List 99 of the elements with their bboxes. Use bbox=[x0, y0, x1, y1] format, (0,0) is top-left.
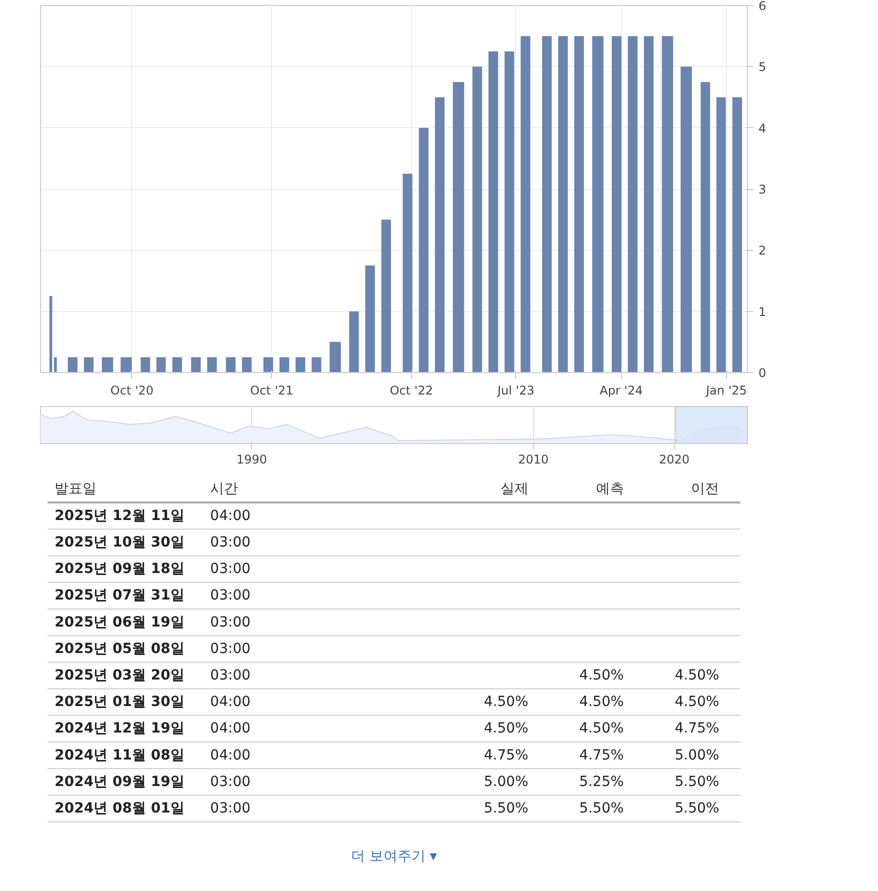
bar bbox=[732, 97, 742, 372]
text: 4.50% bbox=[484, 720, 528, 737]
bar bbox=[191, 357, 201, 372]
text: 4.50% bbox=[579, 694, 624, 710]
text: 2025년 01월 30일 bbox=[54, 694, 184, 710]
bar bbox=[263, 357, 274, 372]
text: 5.25% bbox=[579, 774, 624, 790]
text: 03:00 bbox=[210, 561, 251, 578]
bar bbox=[172, 357, 182, 372]
x-tick-label: Oct '20 bbox=[110, 384, 154, 398]
text: 5.00% bbox=[674, 747, 720, 764]
bar bbox=[644, 36, 654, 372]
text: 03:00 bbox=[210, 668, 251, 684]
text: 04:00 bbox=[210, 720, 251, 737]
x-tick-label: Oct '21 bbox=[250, 384, 294, 398]
x-tick-label: Oct '22 bbox=[390, 384, 433, 398]
bar bbox=[716, 97, 726, 372]
bar bbox=[574, 36, 584, 372]
x-tick-label: 2020 bbox=[658, 452, 690, 466]
bar bbox=[381, 220, 391, 372]
x-tick-label: 2010 bbox=[518, 452, 549, 466]
text: 4.75% bbox=[674, 720, 720, 737]
text: 03:00 bbox=[210, 800, 251, 817]
category-label: 시간 bbox=[210, 481, 238, 498]
bar bbox=[140, 357, 150, 372]
bar bbox=[612, 36, 622, 372]
text: 2024년 11월 08일 bbox=[54, 747, 184, 764]
bar bbox=[628, 36, 638, 372]
bar bbox=[700, 82, 710, 372]
text: 03:00 bbox=[210, 640, 251, 657]
y-tick-label: 5 bbox=[758, 60, 766, 74]
bar bbox=[84, 357, 94, 372]
text: 2025년 12월 11일 bbox=[54, 508, 184, 524]
text: 03:00 bbox=[210, 534, 251, 550]
bar bbox=[226, 357, 236, 372]
y-tick-label: 2 bbox=[758, 244, 766, 258]
bar bbox=[207, 357, 217, 372]
text: 4.75% bbox=[484, 747, 528, 764]
bar bbox=[488, 51, 498, 372]
text: 03:00 bbox=[210, 588, 251, 604]
category-label: 발표일 bbox=[54, 481, 97, 498]
text: 5.50% bbox=[674, 800, 720, 817]
bar bbox=[120, 357, 132, 372]
bar bbox=[592, 36, 604, 372]
text: 4.50% bbox=[579, 668, 624, 684]
text: 5.50% bbox=[484, 800, 528, 817]
bar bbox=[365, 265, 375, 372]
text: 더 보여주기 ▾ bbox=[351, 848, 437, 865]
y-tick-label: 1 bbox=[758, 304, 766, 319]
bar bbox=[68, 357, 78, 372]
bar bbox=[418, 128, 428, 372]
y-tick-label: 3 bbox=[758, 182, 766, 196]
text: 5.50% bbox=[579, 800, 624, 817]
bar bbox=[280, 357, 290, 372]
bar bbox=[312, 357, 322, 372]
x-tick-label: Apr '24 bbox=[600, 384, 643, 398]
text: 4.50% bbox=[674, 694, 720, 710]
bar bbox=[434, 97, 445, 372]
category-label: 예측 bbox=[596, 481, 624, 498]
bar bbox=[542, 36, 552, 372]
text: 03:00 bbox=[210, 774, 251, 790]
bar bbox=[242, 357, 252, 372]
bar bbox=[472, 66, 482, 372]
bar bbox=[156, 357, 166, 372]
bar bbox=[504, 51, 514, 372]
text: 2025년 09월 18일 bbox=[54, 561, 184, 578]
text: 2025년 06월 19일 bbox=[54, 614, 184, 630]
text: 4.50% bbox=[579, 720, 624, 737]
x-tick-label: 1990 bbox=[236, 452, 268, 466]
text: 2025년 05월 08일 bbox=[54, 640, 184, 657]
bar bbox=[558, 36, 568, 372]
text: 2024년 12월 19일 bbox=[54, 720, 184, 737]
text: 2024년 09월 19일 bbox=[54, 774, 184, 790]
category-label: 이전 bbox=[691, 481, 720, 498]
bar bbox=[349, 311, 359, 372]
text: 2024년 08월 01일 bbox=[54, 800, 184, 817]
bar bbox=[330, 342, 341, 372]
text: 2025년 03월 20일 bbox=[54, 668, 184, 684]
text: 4.75% bbox=[579, 747, 624, 764]
text: 04:00 bbox=[210, 694, 251, 710]
bar bbox=[296, 357, 306, 372]
category-label: 실제 bbox=[500, 481, 528, 498]
text: 5.00% bbox=[484, 774, 528, 790]
text: 5.50% bbox=[674, 774, 720, 790]
bar bbox=[520, 36, 530, 372]
bar bbox=[680, 66, 692, 372]
bar bbox=[402, 174, 412, 372]
text: 4.50% bbox=[484, 694, 528, 710]
text: 2025년 10월 30일 bbox=[54, 534, 184, 550]
y-tick-label: 6 bbox=[758, 0, 766, 13]
y-tick-label: 4 bbox=[758, 121, 766, 136]
text: 04:00 bbox=[210, 747, 251, 764]
text: 4.50% bbox=[674, 668, 720, 684]
text: 04:00 bbox=[210, 508, 251, 524]
x-tick-label: Jul '23 bbox=[496, 384, 534, 398]
x-tick-label: Jan '25 bbox=[705, 384, 747, 398]
text: 2025년 07월 31일 bbox=[54, 588, 184, 604]
text: 03:00 bbox=[210, 614, 251, 630]
y-tick-label: 0 bbox=[758, 366, 766, 380]
